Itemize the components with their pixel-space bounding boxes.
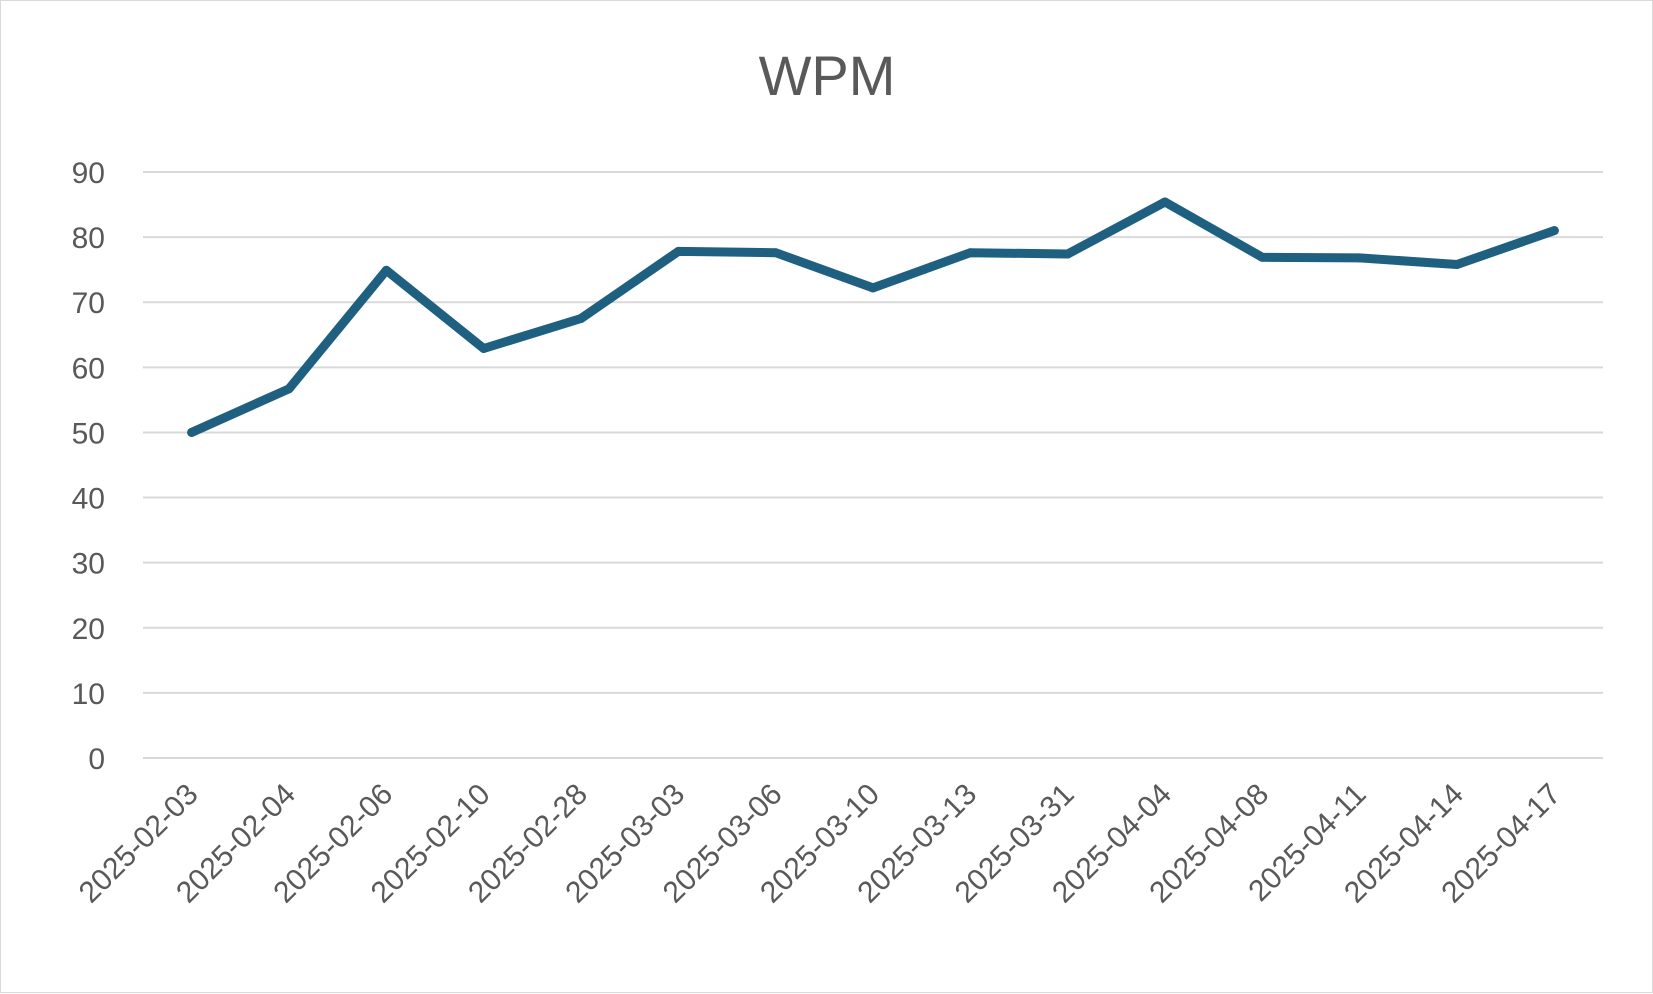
data-point (1063, 249, 1073, 259)
data-point (1257, 252, 1267, 262)
data-point (381, 265, 391, 275)
y-tick-label: 10 (72, 678, 105, 711)
data-point (771, 248, 781, 258)
y-axis-ticks: 0 10 20 30 40 50 60 70 80 90 (72, 157, 105, 776)
data-point (1355, 253, 1365, 263)
gridlines (143, 171, 1603, 759)
data-point (965, 248, 975, 258)
y-tick-label: 40 (72, 483, 105, 516)
x-axis-ticks: 2025-02-032025-02-042025-02-062025-02-10… (73, 778, 1568, 910)
data-point (576, 314, 586, 323)
data-point (1452, 259, 1462, 269)
y-tick-label: 20 (72, 613, 105, 646)
data-point (868, 283, 878, 293)
data-point (673, 246, 683, 256)
chart-title: WPM (759, 44, 896, 107)
data-point (1549, 226, 1559, 236)
data-point (284, 384, 294, 394)
y-tick-label: 0 (88, 743, 105, 776)
y-tick-label: 50 (72, 417, 105, 450)
y-tick-label: 90 (72, 157, 105, 190)
y-tick-label: 80 (72, 222, 105, 255)
data-point (479, 343, 489, 353)
series-layer (187, 197, 1559, 437)
y-tick-label: 30 (72, 548, 105, 581)
y-tick-label: 60 (72, 352, 105, 385)
data-point (1160, 197, 1170, 207)
y-tick-label: 70 (72, 287, 105, 320)
data-point (187, 427, 197, 437)
